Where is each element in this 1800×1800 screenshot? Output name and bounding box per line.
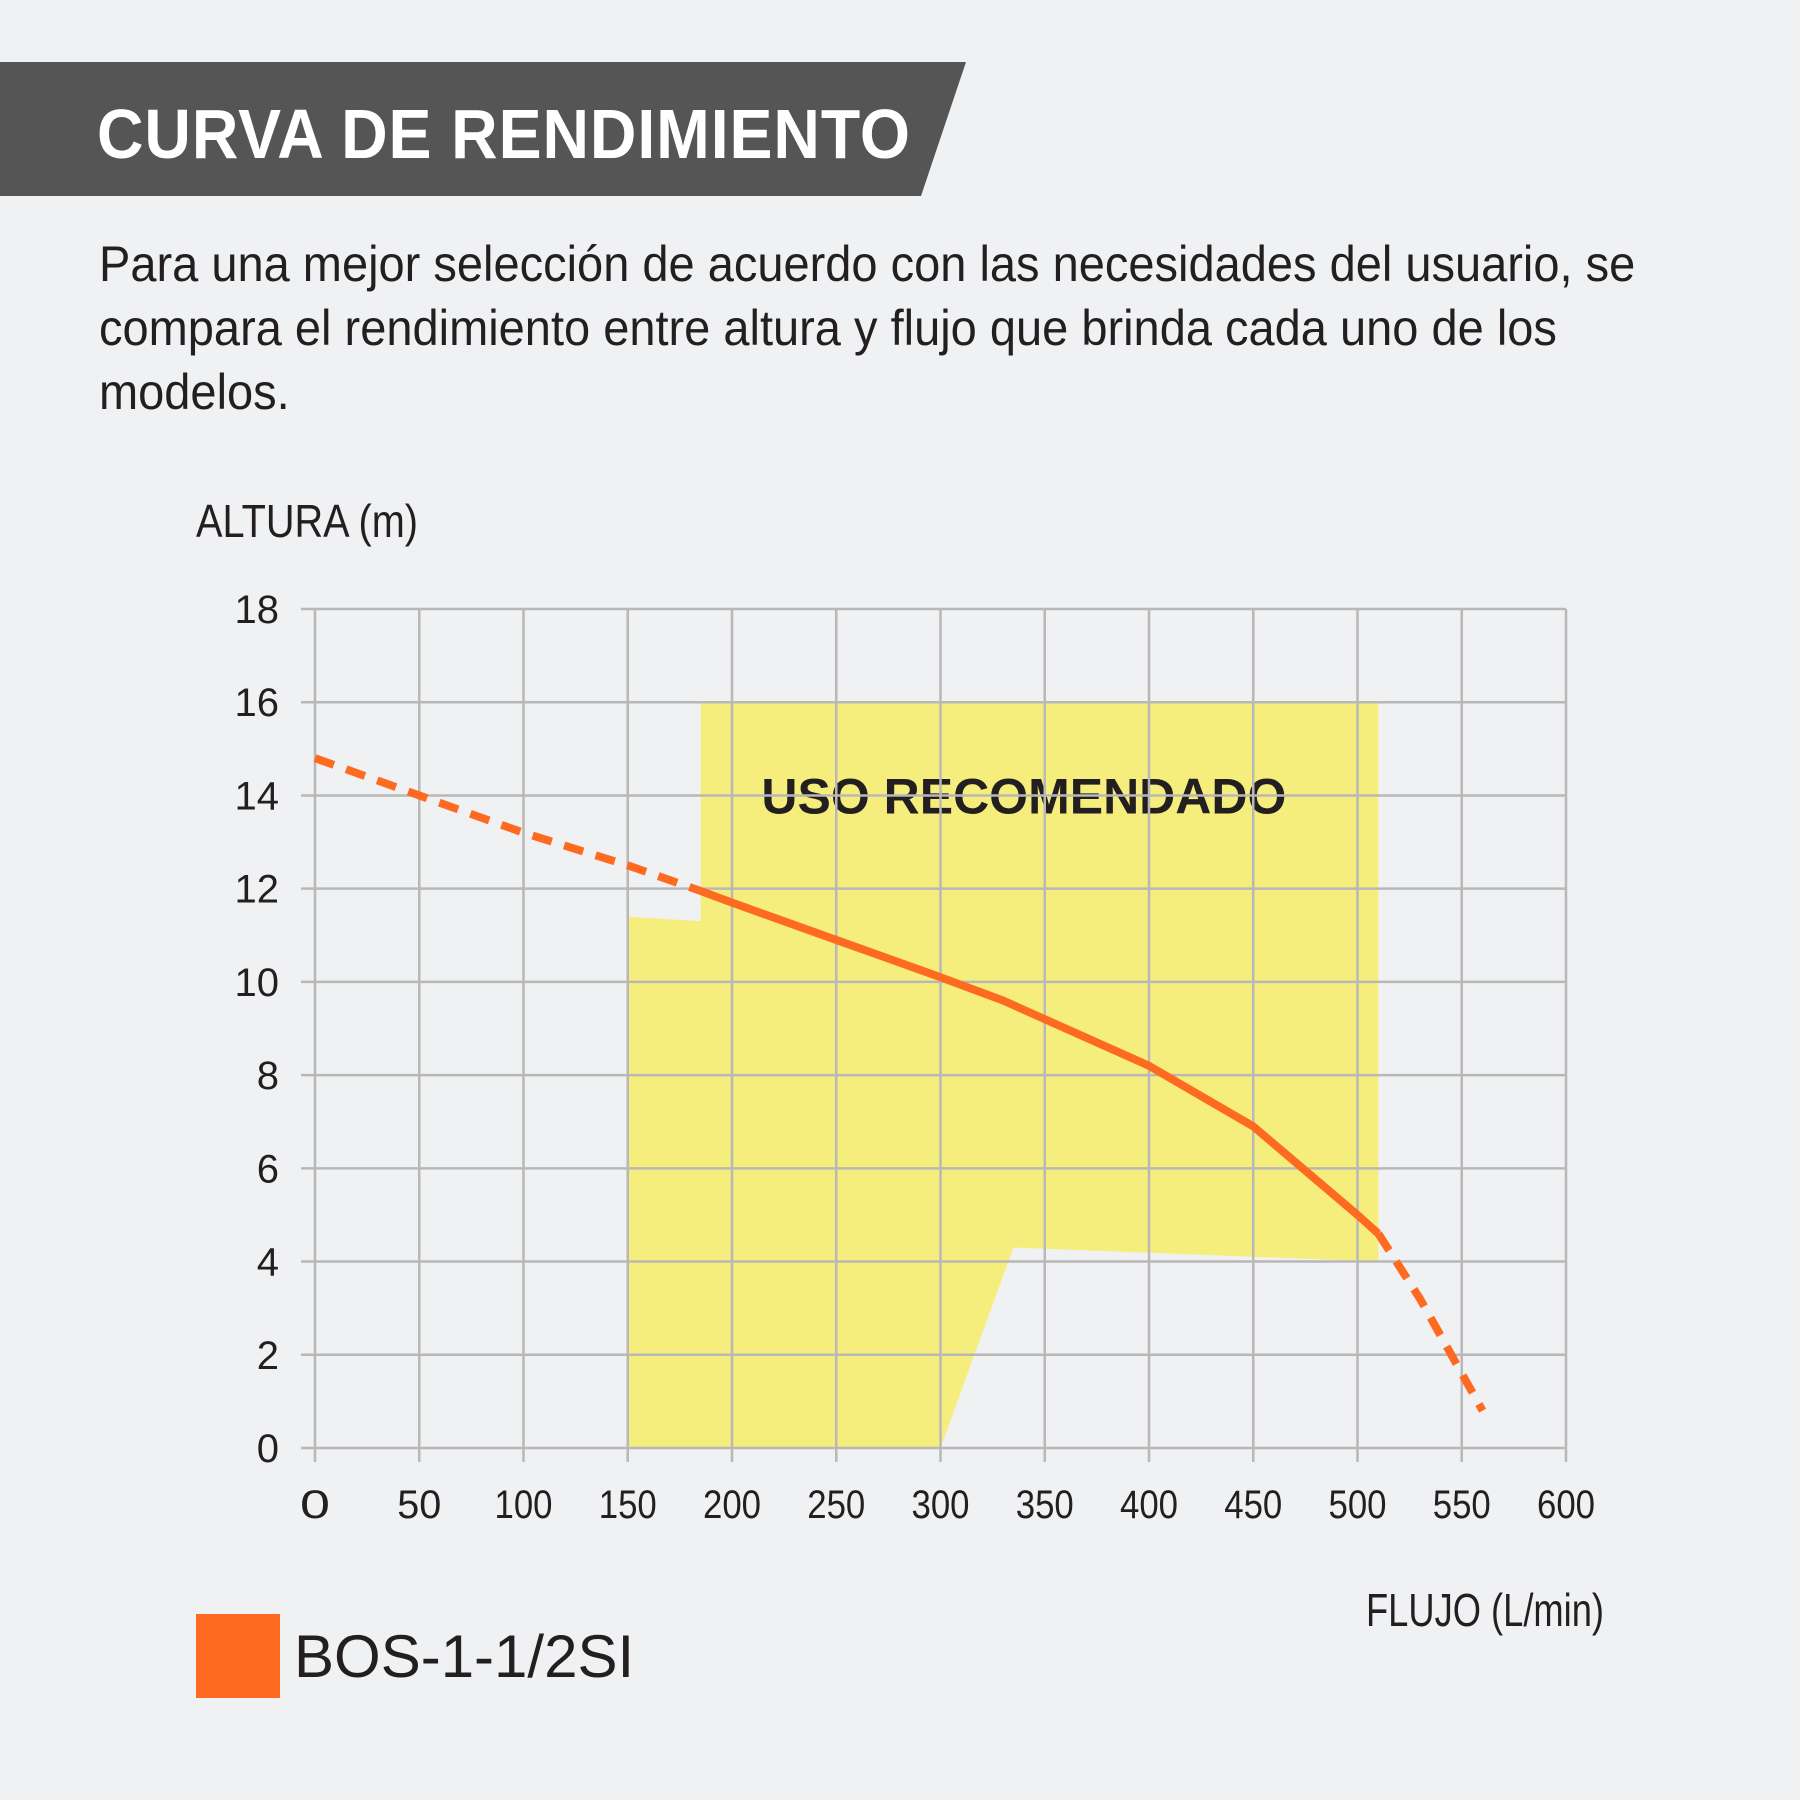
curve-solid bbox=[699, 887, 1382, 1237]
y-tick-label: 12 bbox=[235, 868, 280, 912]
y-tick-label: 16 bbox=[235, 681, 280, 725]
y-tick-label: 2 bbox=[257, 1334, 279, 1378]
curve-layer bbox=[313, 754, 1487, 1413]
x-tick-label: 100 bbox=[495, 1483, 553, 1527]
y-tick-label: 18 bbox=[235, 588, 280, 632]
curve-dashed-start bbox=[313, 754, 703, 895]
x-tick-label: 0 bbox=[300, 1483, 330, 1527]
grid-layer bbox=[301, 607, 1568, 1462]
y-tick-label: 4 bbox=[257, 1241, 279, 1285]
x-tick-label: 250 bbox=[807, 1483, 865, 1527]
x-axis-label: FLUJO (L/min) bbox=[1366, 1584, 1604, 1636]
x-tick-label: 50 bbox=[397, 1483, 441, 1527]
title-banner-shape bbox=[0, 62, 966, 196]
y-tick-label: 10 bbox=[235, 961, 280, 1005]
page-title: CURVA DE RENDIMIENTO bbox=[97, 95, 911, 173]
x-tick-label: 450 bbox=[1224, 1483, 1282, 1527]
x-tick-label: 600 bbox=[1537, 1483, 1595, 1527]
legend-label: BOS-1-1/2SI bbox=[294, 1623, 635, 1690]
description-text: Para una mejor selección de acuerdo con … bbox=[99, 236, 1636, 420]
x-tick-label: 200 bbox=[703, 1483, 761, 1527]
curve-dashed-end bbox=[1374, 1231, 1487, 1413]
x-tick-label: 350 bbox=[1016, 1483, 1074, 1527]
title-banner bbox=[0, 62, 966, 196]
y-tick-label: 8 bbox=[257, 1054, 279, 1098]
x-tick-label: 150 bbox=[599, 1483, 657, 1527]
legend-swatch bbox=[196, 1614, 280, 1698]
y-tick-label: 0 bbox=[257, 1427, 279, 1471]
labels-layer: 0 50 100 150 200 250 300 350 400 450 500 550 600 0 2 4 6… bbox=[196, 495, 1604, 1636]
x-tick-label: 500 bbox=[1329, 1483, 1387, 1527]
x-tick-label: 400 bbox=[1120, 1483, 1178, 1527]
x-tick-label: 550 bbox=[1433, 1483, 1491, 1527]
y-axis-label: ALTURA (m) bbox=[196, 495, 418, 547]
y-tick-label: 14 bbox=[235, 774, 280, 818]
x-tick-label: 300 bbox=[912, 1483, 970, 1527]
y-tick-label: 6 bbox=[257, 1147, 279, 1191]
